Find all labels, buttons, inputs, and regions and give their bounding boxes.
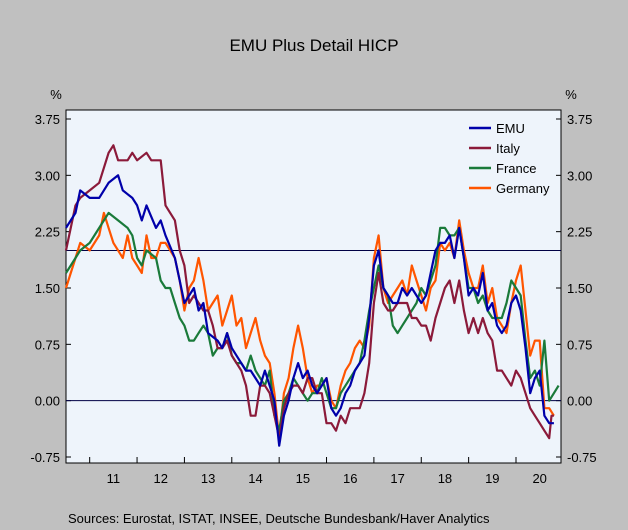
- left-unit-label: %: [50, 87, 62, 102]
- legend-label-emu: EMU: [496, 121, 525, 136]
- series-line-france: [65, 211, 560, 432]
- x-tick-label: 12: [154, 471, 168, 486]
- legend-label-italy: Italy: [496, 141, 520, 156]
- x-tick-label: 18: [438, 471, 452, 486]
- right-y-tick-label: 3.75: [567, 112, 592, 127]
- plot-area: [65, 109, 562, 464]
- x-tick-label: 14: [248, 471, 262, 486]
- right-y-tick-label: 0.00: [567, 394, 592, 409]
- series-lines: [64, 144, 560, 447]
- x-tick-label: 17: [390, 471, 404, 486]
- x-tick-label: 16: [343, 471, 357, 486]
- right-unit-label: %: [565, 87, 577, 102]
- right-y-tick-label: 3.00: [567, 168, 592, 183]
- x-tick-label: 11: [107, 471, 121, 486]
- left-y-tick-label: 3.75: [35, 112, 60, 127]
- source-note: Sources: Eurostat, ISTAT, INSEE, Deutsch…: [68, 511, 490, 526]
- legend-label-france: France: [496, 161, 536, 176]
- right-y-tick-label: 2.25: [567, 225, 592, 240]
- legend: EMU Italy France Germany: [469, 121, 550, 196]
- right-y-tick-label: -0.75: [567, 450, 597, 465]
- x-tick-label: 15: [296, 471, 310, 486]
- left-y-tick-label: 0.00: [35, 394, 60, 409]
- left-y-tick-label: 0.75: [35, 337, 60, 352]
- x-axis: 11 12 13 14 15 16 17 18 19 20: [89, 457, 547, 486]
- series-line-germany: [64, 211, 555, 440]
- x-tick-label: 19: [485, 471, 499, 486]
- left-y-tick-label: 1.50: [35, 281, 60, 296]
- reference-lines: [66, 249, 561, 402]
- chart-title: EMU Plus Detail HICP: [229, 36, 398, 55]
- right-y-tick-label: 0.75: [567, 337, 592, 352]
- left-y-axis: 3.75 3.00 2.25 1.50 0.75 0.00 -0.75: [30, 112, 71, 465]
- x-tick-label: 13: [201, 471, 215, 486]
- left-y-tick-label: 3.00: [35, 168, 60, 183]
- series-line-emu: [65, 174, 554, 447]
- left-y-tick-label: -0.75: [30, 450, 60, 465]
- left-y-tick-label: 2.25: [35, 225, 60, 240]
- legend-label-germany: Germany: [496, 181, 550, 196]
- right-y-tick-label: 1.50: [567, 281, 592, 296]
- x-tick-label: 20: [532, 471, 546, 486]
- series-line-italy: [64, 144, 554, 440]
- right-y-axis: 3.75 3.00 2.25 1.50 0.75 0.00 -0.75: [556, 112, 597, 465]
